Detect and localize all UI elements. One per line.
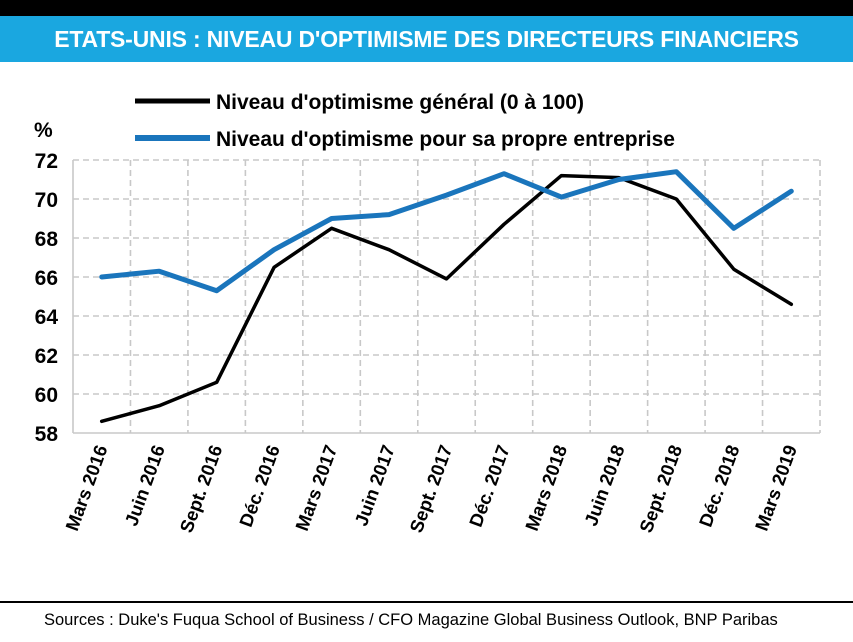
x-tick-labels: Mars 2016 Juin 2016 Sept. 2016 Déc. 2016 Mar… (61, 442, 801, 535)
x-tick-label: Mars 2016 (61, 442, 111, 533)
x-tick-label: Mars 2019 (751, 442, 801, 533)
x-tick-label: Juin 2018 (580, 442, 629, 528)
y-axis-unit: % (34, 119, 53, 142)
series-lines (99, 169, 794, 424)
legend: Niveau d'optimisme général (0 à 100) Niv… (135, 91, 675, 151)
grid (72, 159, 821, 434)
series-line-company (99, 169, 794, 294)
y-tick-labels: 58 60 62 64 66 68 70 72 (35, 150, 59, 446)
source-note: Sources : Duke's Fuqua School of Busines… (44, 611, 778, 629)
x-tick-label: Déc. 2016 (235, 442, 284, 529)
y-tick-label: 70 (35, 189, 58, 212)
plot-panel (0, 62, 853, 592)
x-tick-label: Juin 2016 (120, 442, 169, 528)
y-tick-label: 72 (35, 150, 58, 173)
y-tick-label: 68 (35, 228, 59, 251)
y-tick-label: 60 (35, 384, 58, 407)
y-tick-label: 66 (35, 267, 58, 290)
series-line-general (99, 173, 794, 424)
legend-label-company: Niveau d'optimisme pour sa propre entrep… (216, 128, 675, 151)
x-tick-label: Sept. 2017 (405, 442, 456, 535)
chart-title: ETATS-UNIS : NIVEAU D'OPTIMISME DES DIRE… (0, 16, 853, 62)
y-tick-label: 62 (35, 345, 58, 368)
source-divider (0, 601, 853, 603)
x-tick-label: Sept. 2016 (175, 442, 226, 535)
top-rule (0, 0, 853, 16)
y-tick-label: 64 (35, 306, 59, 329)
x-tick-label: Déc. 2017 (465, 442, 514, 529)
x-tick-label: Juin 2017 (350, 442, 399, 528)
legend-label-general: Niveau d'optimisme général (0 à 100) (216, 91, 584, 114)
x-tick-label: Sept. 2018 (635, 442, 686, 535)
x-tick-label: Mars 2018 (521, 442, 571, 533)
x-tick-label: Déc. 2018 (695, 442, 744, 529)
x-tick-label: Mars 2017 (291, 442, 341, 533)
y-tick-label: 58 (35, 423, 59, 446)
